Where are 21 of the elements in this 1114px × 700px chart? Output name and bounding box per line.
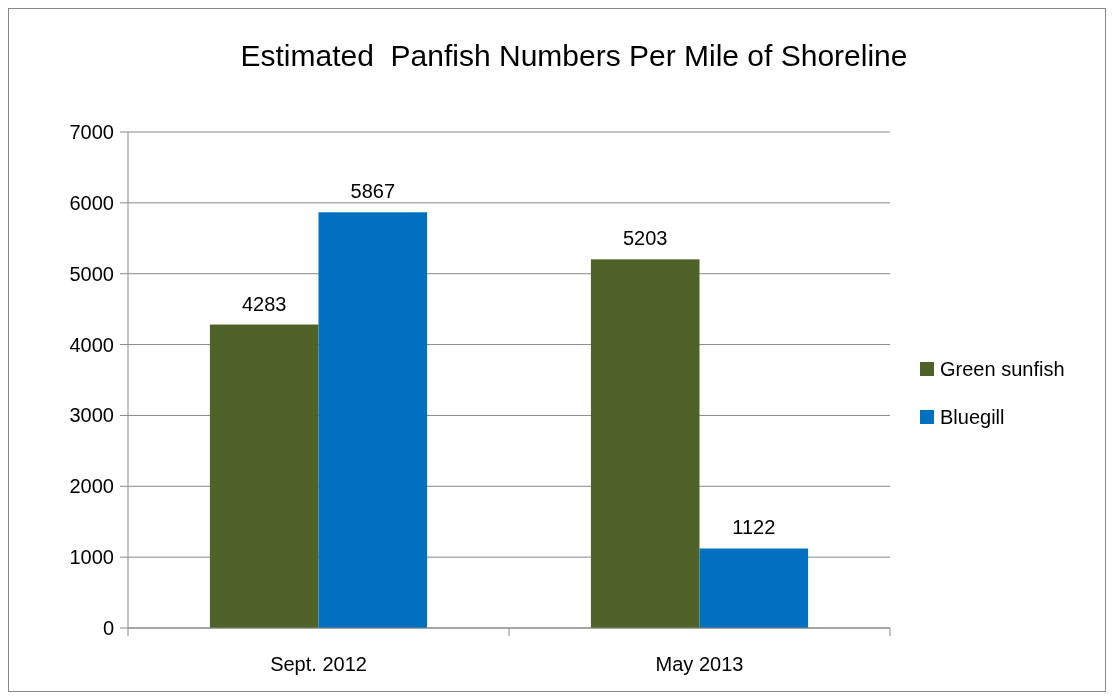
data-label: 5867 [350,180,396,203]
data-label: 4283 [241,292,287,315]
y-tick-label: 5000 [69,262,114,285]
x-tick-label: May 2013 [655,653,744,675]
y-tick-label: 7000 [69,121,114,143]
chart-title: Estimated Panfish Numbers Per Mile of Shoreline [240,39,908,72]
y-tick-label: 4000 [69,333,114,356]
bar [699,548,809,628]
x-tick-label: Sept. 2012 [270,653,367,675]
y-tick-label: 0 [102,617,114,639]
y-tick-label: 6000 [69,191,114,214]
bar [590,259,700,628]
y-tick-label: 1000 [69,546,114,569]
data-label: 5203 [622,227,668,250]
bar [318,212,428,628]
bar [209,324,319,628]
legend-label: Bluegill [940,406,1005,428]
legend-label: Green sunfish [940,358,1065,380]
data-label: 1122 [732,516,776,539]
y-tick-label: 2000 [69,475,114,498]
y-tick-label: 3000 [69,404,114,427]
